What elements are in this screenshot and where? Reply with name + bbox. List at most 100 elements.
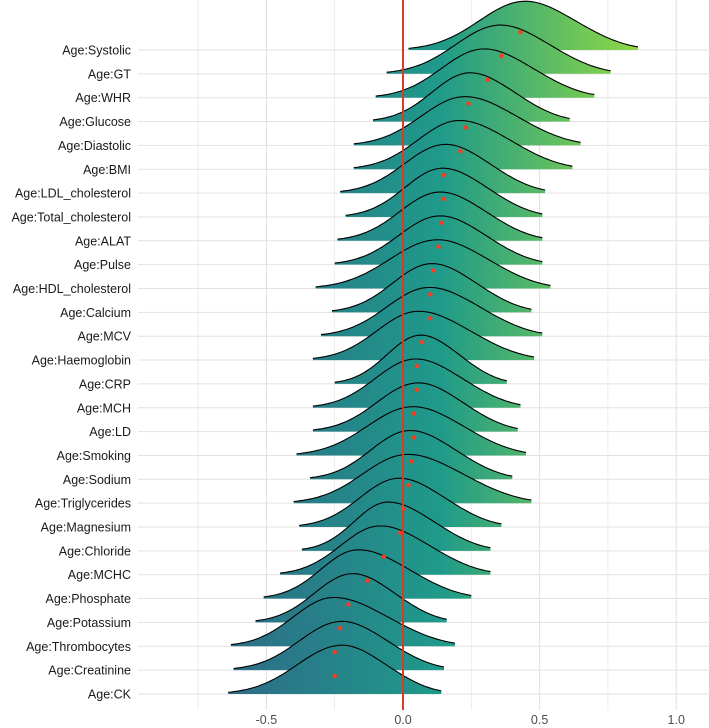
ridge-density-outline: [230, 596, 456, 646]
mean-marker: [400, 506, 406, 512]
category-label: Age:Magnesium: [41, 521, 131, 535]
mean-marker: [411, 411, 417, 416]
mean-marker: [419, 339, 425, 345]
x-tick-label: -0.5: [256, 713, 278, 727]
mean-marker: [439, 220, 444, 225]
mean-marker: [409, 459, 414, 464]
mean-marker: [332, 673, 337, 679]
mean-marker: [346, 602, 351, 607]
category-label: Age:Sodium: [63, 473, 131, 487]
ridge-density-outline: [334, 334, 507, 383]
mean-marker: [411, 435, 417, 440]
mean-marker: [441, 172, 447, 178]
ridge-density-area: [228, 645, 442, 694]
category-label: Age:Haemoglobin: [32, 354, 131, 368]
category-label: Age:LD: [89, 425, 131, 439]
category-label-layer: Age:Systolic Age:GT Age:WHR Age:Glucose Age:…: [11, 44, 131, 702]
mean-marker: [463, 125, 469, 130]
ridge-density-outline: [331, 263, 532, 312]
mean-marker: [398, 530, 403, 536]
ridge-density-outline: [312, 358, 521, 407]
ridge-density-outline: [296, 406, 527, 455]
x-tick-label: 0.5: [531, 713, 548, 727]
ridge-density-outline: [353, 96, 581, 145]
mean-marker: [406, 482, 411, 488]
category-label: Age:Triglycerides: [35, 497, 131, 511]
ridge-density-outline: [280, 525, 491, 574]
category-label: Age:WHR: [75, 91, 131, 105]
ridge-density-outline: [386, 24, 611, 73]
category-label: Age:Smoking: [57, 449, 131, 463]
category-label: Age:Glucose: [59, 115, 131, 129]
mean-marker: [518, 29, 523, 35]
mean-marker: [428, 316, 433, 321]
ridge-density-outline: [301, 501, 491, 550]
ridge-density-outline: [228, 644, 442, 693]
mean-marker: [458, 149, 463, 154]
ridge-density-outline: [299, 477, 502, 526]
category-label: Age:HDL_cholesterol: [13, 282, 131, 296]
category-label: Age:ALAT: [75, 234, 131, 248]
ridge-density-outline: [353, 119, 573, 169]
ridge-density-area: [386, 25, 611, 74]
mean-marker: [381, 554, 387, 559]
ridge-density-outline: [345, 167, 543, 216]
mean-marker: [428, 292, 433, 297]
x-tick-label-layer: -0.5 0.0 0.5 1.0: [256, 713, 685, 727]
ridge-density-area: [321, 287, 543, 337]
mean-marker: [436, 244, 441, 249]
ridge-density-outline: [233, 620, 445, 670]
ridge-density-area: [293, 454, 532, 504]
category-label: Age:MCV: [78, 330, 132, 344]
category-label: Age:Pulse: [74, 258, 131, 272]
mean-marker: [430, 268, 436, 273]
ridge-density-outline: [310, 429, 513, 479]
mean-marker: [332, 649, 337, 655]
x-tick-label: 0.0: [394, 713, 411, 727]
mean-marker: [365, 578, 370, 583]
ridge-layer: [228, 0, 639, 694]
ridge-density-outline: [293, 453, 532, 503]
ridge-density-outline: [334, 215, 543, 264]
mean-marker: [499, 53, 504, 59]
category-label: Age:Potassium: [47, 616, 131, 630]
x-tick-label: 1.0: [668, 713, 685, 727]
category-label: Age:GT: [88, 67, 131, 81]
mean-marker: [441, 196, 447, 202]
mean-marker: [485, 77, 490, 82]
category-label: Age:Thrombocytes: [26, 640, 131, 654]
ridge-density-outline: [320, 286, 543, 336]
category-label: Age:Total_cholesterol: [11, 210, 131, 224]
ridge-density-outline: [340, 143, 546, 193]
mean-marker: [466, 101, 471, 106]
category-label: Age:MCH: [77, 401, 131, 415]
mean-marker: [337, 626, 343, 631]
ridge-density-area: [299, 478, 502, 527]
category-label: Age:Chloride: [59, 544, 131, 558]
ridge-density-outline: [408, 0, 639, 49]
mean-marker: [414, 363, 419, 369]
ridge-density-outline: [255, 573, 447, 622]
ridge-density-outline: [315, 239, 551, 288]
category-label: Age:CRP: [79, 377, 131, 391]
mean-marker: [414, 387, 419, 392]
ridge-density-outline: [312, 310, 535, 359]
category-label: Age:Creatinine: [48, 664, 131, 678]
category-label: Age:MCHC: [68, 568, 131, 582]
mean-marker-layer: [332, 29, 523, 679]
category-label: Age:CK: [88, 687, 132, 701]
category-label: Age:Phosphate: [46, 592, 132, 606]
ridge-density-outline: [312, 382, 518, 431]
category-label: Age:Systolic: [62, 44, 131, 58]
ridge-density-area: [353, 120, 573, 170]
category-label: Age:Diastolic: [58, 139, 131, 153]
category-label: Age:Calcium: [60, 306, 131, 320]
ridge-density-outline: [263, 549, 472, 598]
ridge-density-outline: [375, 48, 595, 97]
ridge-density-outline: [337, 191, 543, 240]
category-label: Age:BMI: [83, 163, 131, 177]
category-label: Age:LDL_cholesterol: [15, 187, 131, 201]
ridge-density-area: [375, 48, 595, 98]
ridge-density-outline: [372, 72, 570, 121]
